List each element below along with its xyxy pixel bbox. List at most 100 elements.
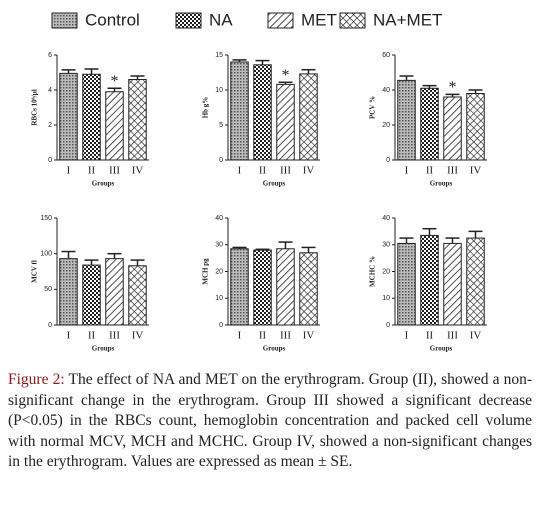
y-tick-label: 0 (386, 157, 390, 164)
bar (466, 93, 485, 161)
bar (82, 264, 101, 326)
y-tick-label: 30 (215, 242, 223, 249)
y-tick-label: 0 (219, 322, 223, 329)
x-axis-label: Groups (263, 180, 286, 188)
legend-label: Control (85, 10, 140, 29)
y-tick-label: 100 (40, 251, 52, 258)
bar (253, 249, 272, 326)
bar (397, 79, 416, 161)
x-axis-label: Groups (430, 345, 453, 353)
x-tick-label: II (88, 165, 96, 177)
y-tick-label: 2 (48, 122, 52, 129)
bar (299, 252, 318, 326)
x-tick-label: I (238, 165, 242, 177)
y-tick-label: 50 (44, 286, 52, 293)
legend-swatch (339, 12, 366, 29)
y-tick-label: 10 (215, 295, 223, 302)
x-tick-label: IV (470, 330, 482, 342)
bar (299, 73, 318, 161)
x-tick-label: III (109, 165, 120, 177)
figure: Control NA MET NA+MET 0 2 4 6 RBCs 10⁶/µl Groups I… (31, 10, 487, 353)
y-tick-label: 40 (382, 87, 390, 94)
x-tick-label: IV (303, 165, 315, 177)
y-axis-label: MCHC % (369, 256, 377, 287)
x-tick-label: IV (303, 330, 315, 342)
x-tick-label: III (280, 165, 291, 177)
bar (230, 248, 249, 326)
significance-mark: * (449, 79, 457, 96)
y-tick-label: 4 (48, 87, 52, 94)
y-axis-label: Hb g% (202, 97, 210, 119)
legend-swatch (175, 12, 202, 29)
legend-label: NA (209, 10, 233, 29)
bar (276, 248, 295, 326)
legend-label: MET (301, 10, 337, 29)
y-tick-label: 20 (382, 122, 390, 129)
y-tick-label: 15 (215, 52, 223, 59)
x-tick-label: IV (470, 165, 482, 177)
y-tick-label: 150 (40, 215, 52, 222)
y-tick-label: 10 (215, 87, 223, 94)
caption: Figure 2: The effect of NA and MET on th… (8, 370, 532, 473)
bar (253, 64, 272, 161)
x-tick-label: II (426, 330, 434, 342)
y-tick-label: 0 (219, 157, 223, 164)
y-tick-label: 60 (382, 52, 390, 59)
legend-label: NA+MET (373, 10, 442, 29)
y-tick-label: 0 (386, 322, 390, 329)
y-tick-label: 10 (382, 295, 390, 302)
y-tick-label: 30 (382, 242, 390, 249)
x-tick-label: I (405, 165, 409, 177)
bar (276, 83, 295, 161)
y-tick-label: 20 (382, 268, 390, 275)
bar (397, 242, 416, 326)
x-tick-label: III (280, 330, 291, 342)
bar (443, 242, 462, 326)
y-axis-label: MCH pg (202, 258, 210, 285)
x-axis-label: Groups (92, 345, 115, 353)
bar (59, 72, 78, 161)
x-tick-label: III (447, 330, 458, 342)
significance-mark: * (282, 67, 290, 84)
bar (82, 73, 101, 161)
x-tick-label: I (238, 330, 242, 342)
x-axis-label: Groups (92, 180, 115, 188)
x-tick-label: I (405, 330, 409, 342)
y-tick-label: 0 (48, 322, 52, 329)
legend-swatch (267, 12, 294, 29)
bar (128, 79, 147, 161)
caption-label: Figure 2: (8, 371, 65, 388)
y-tick-label: 0 (48, 157, 52, 164)
x-tick-label: II (426, 165, 434, 177)
bar (466, 237, 485, 326)
x-axis-label: Groups (263, 345, 286, 353)
x-tick-label: IV (132, 330, 144, 342)
x-tick-label: IV (132, 165, 144, 177)
bar (59, 258, 78, 326)
bar (443, 96, 462, 161)
y-axis-label: RBCs 10⁶/µl (31, 89, 39, 125)
bar (105, 258, 124, 326)
x-tick-label: I (67, 330, 71, 342)
bar (230, 61, 249, 161)
x-tick-label: II (88, 330, 96, 342)
bar (420, 87, 439, 161)
y-axis-label: PCV % (369, 96, 377, 119)
bar (420, 234, 439, 326)
legend-swatch (51, 12, 78, 29)
x-tick-label: I (67, 165, 71, 177)
x-axis-label: Groups (430, 180, 453, 188)
y-tick-label: 40 (215, 215, 223, 222)
y-axis-label: MCV fl (31, 260, 39, 283)
significance-mark: * (111, 73, 119, 90)
y-tick-label: 5 (219, 122, 223, 129)
y-tick-label: 40 (382, 215, 390, 222)
y-tick-label: 6 (48, 52, 52, 59)
x-tick-label: III (109, 330, 120, 342)
bar (128, 265, 147, 326)
x-tick-label: II (259, 330, 267, 342)
bar (105, 91, 124, 161)
x-tick-label: II (259, 165, 267, 177)
y-tick-label: 20 (215, 268, 223, 275)
